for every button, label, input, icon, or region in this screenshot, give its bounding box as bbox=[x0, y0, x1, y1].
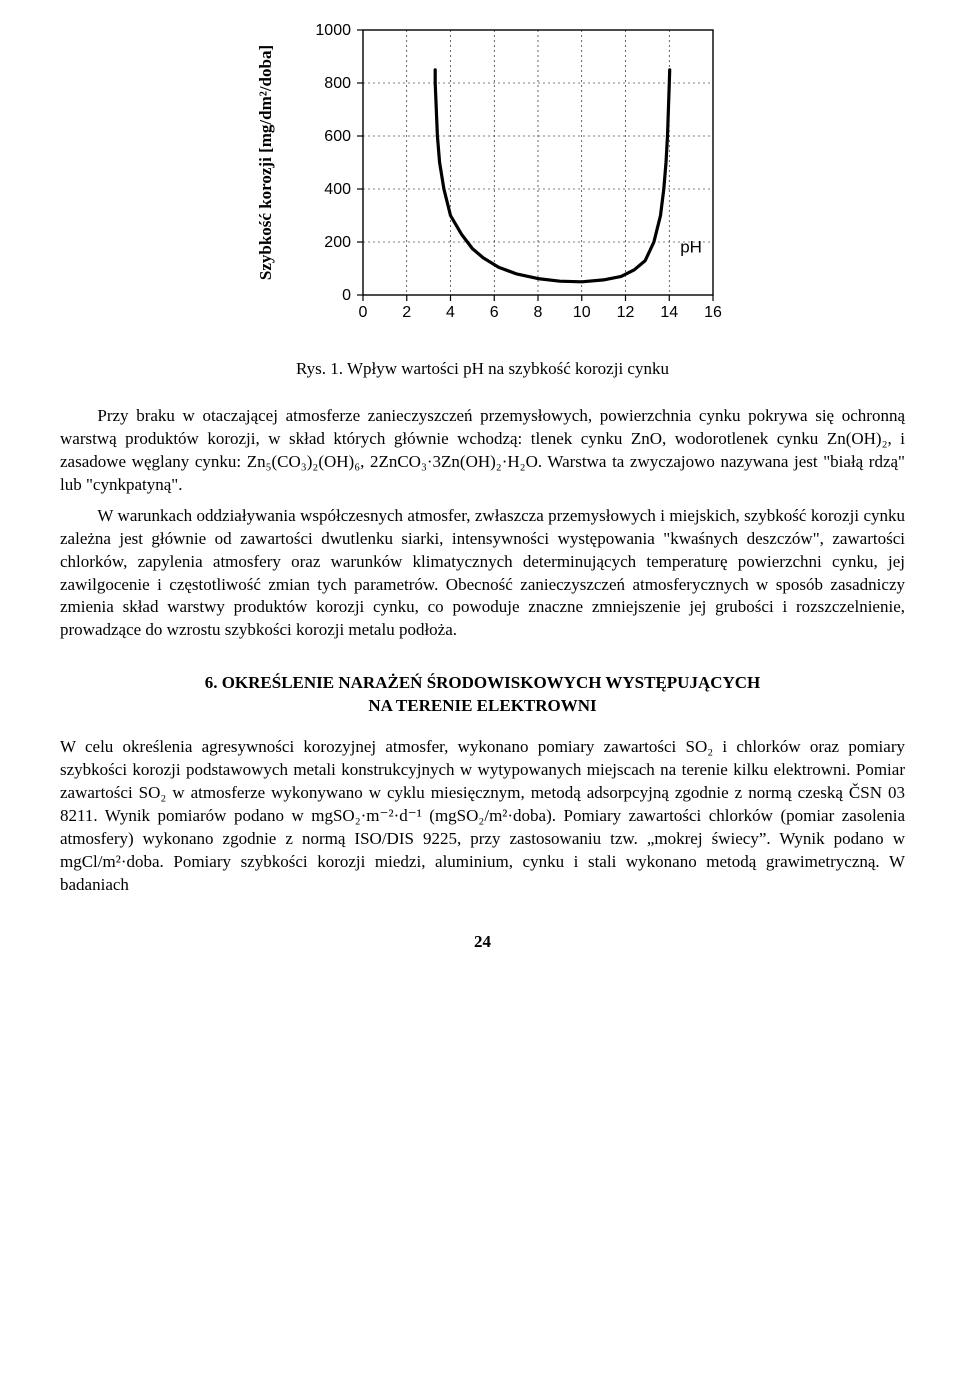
figure-caption: Rys. 1. Wpływ wartości pH na szybkość ko… bbox=[60, 358, 905, 381]
section-title-line-2: NA TERENIE ELEKTROWNI bbox=[368, 696, 596, 715]
svg-text:12: 12 bbox=[616, 304, 634, 321]
svg-text:6: 6 bbox=[489, 304, 498, 321]
svg-text:2: 2 bbox=[402, 304, 411, 321]
svg-text:600: 600 bbox=[324, 128, 351, 145]
chart-container: 0 2 4 6 8 10 12 14 16 0 200 400 600 800 1000 Szybkość k… bbox=[60, 20, 905, 340]
paragraph-3: W celu określenia agresywności korozyjne… bbox=[60, 736, 905, 897]
paragraph-2: W warunkach oddziaływania współczesnych … bbox=[60, 505, 905, 643]
svg-text:14: 14 bbox=[660, 304, 678, 321]
svg-text:10: 10 bbox=[572, 304, 590, 321]
svg-text:Szybkość korozji [mg/dm²/doba]: Szybkość korozji [mg/dm²/doba] bbox=[256, 45, 275, 280]
svg-text:8: 8 bbox=[533, 304, 542, 321]
svg-text:pH: pH bbox=[680, 238, 702, 257]
page-number: 24 bbox=[60, 931, 905, 954]
section-title-line-1: 6. OKREŚLENIE NARAŻEŃ ŚRODOWISKOWYCH WYS… bbox=[205, 673, 761, 692]
svg-text:800: 800 bbox=[324, 75, 351, 92]
svg-text:400: 400 bbox=[324, 181, 351, 198]
svg-text:1000: 1000 bbox=[315, 22, 351, 39]
paragraph-1: Przy braku w otaczającej atmosferze zani… bbox=[60, 405, 905, 497]
svg-text:4: 4 bbox=[446, 304, 455, 321]
svg-text:200: 200 bbox=[324, 234, 351, 251]
svg-text:0: 0 bbox=[342, 287, 351, 304]
corrosion-ph-chart: 0 2 4 6 8 10 12 14 16 0 200 400 600 800 1000 Szybkość k… bbox=[233, 20, 733, 340]
svg-text:0: 0 bbox=[358, 304, 367, 321]
svg-text:16: 16 bbox=[704, 304, 722, 321]
section-6-title: 6. OKREŚLENIE NARAŻEŃ ŚRODOWISKOWYCH WYS… bbox=[60, 672, 905, 718]
